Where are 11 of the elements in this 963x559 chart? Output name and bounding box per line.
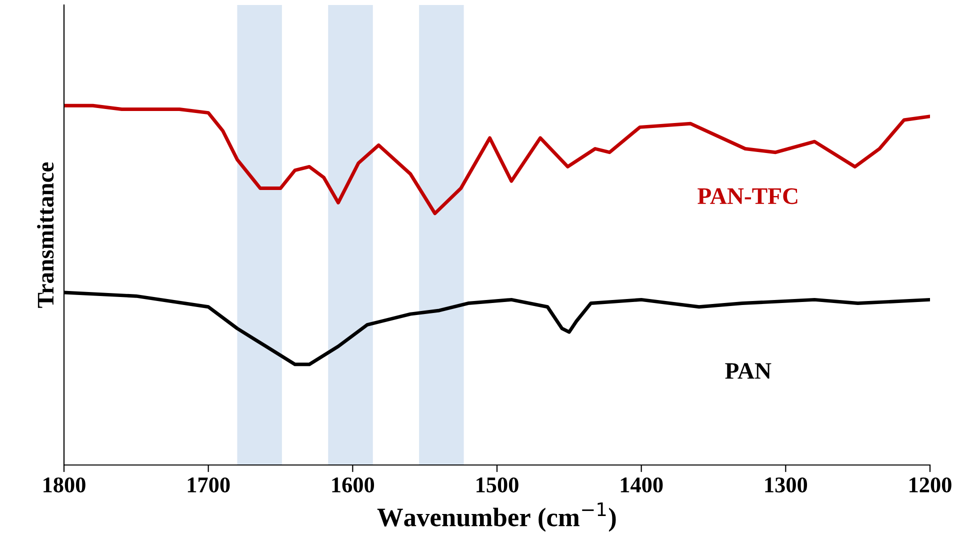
x-tick-label: 1400: [620, 477, 663, 492]
x-tick-label: 1600: [332, 477, 374, 492]
x-tick-label: 1700: [188, 477, 230, 492]
series-label: PAN-TFC: [698, 188, 798, 204]
x-axis-title: Wavenumber (cm$^{−1}$): [377, 502, 616, 532]
text: PAN: [725, 363, 772, 379]
x-tick-label: 1800: [44, 477, 86, 492]
x-tick-label: 1200: [910, 477, 952, 492]
x-tick-label: 1500: [476, 477, 518, 492]
x-tick-label: 1300: [765, 477, 808, 492]
y-axis-title: Transmittance: [37, 162, 54, 308]
